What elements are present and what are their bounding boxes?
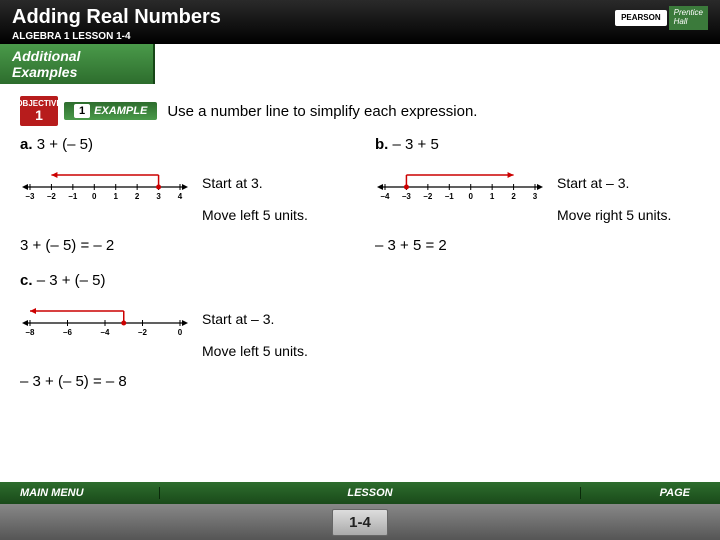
svg-text:–2: –2 (423, 192, 432, 201)
svg-text:3: 3 (533, 192, 538, 201)
svg-text:–1: –1 (68, 192, 77, 201)
svg-text:4: 4 (178, 192, 183, 201)
svg-text:0: 0 (178, 328, 183, 337)
footer: MAIN MENU LESSON PAGE 1-4 (0, 482, 720, 540)
svg-text:3: 3 (156, 192, 161, 201)
svg-text:–2: –2 (47, 192, 56, 201)
numberline-a: –3 –2 –1 0 1 2 3 4 (20, 165, 190, 201)
example-badge: 1EXAMPLE (64, 102, 157, 120)
step-b1: Start at – 3. (557, 175, 629, 191)
step-b2: Move right 5 units. (557, 207, 671, 223)
svg-text:0: 0 (468, 192, 473, 201)
problem-b: b. – 3 + 5 –4–3–2–10123 Start at – 3. Mo… (375, 136, 700, 254)
header: Adding Real Numbers ALGEBRA 1 LESSON 1-4… (0, 0, 720, 44)
svg-text:–4: –4 (101, 328, 110, 337)
svg-text:–2: –2 (138, 328, 147, 337)
svg-text:–8: –8 (26, 328, 35, 337)
answer-a: 3 + (– 5) = – 2 (20, 237, 345, 254)
answer-c: – 3 + (– 5) = – 8 (20, 373, 700, 390)
svg-text:–1: –1 (445, 192, 454, 201)
page-button[interactable]: PAGE (580, 487, 720, 499)
svg-text:0: 0 (92, 192, 97, 201)
svg-text:2: 2 (511, 192, 516, 201)
svg-text:–3: –3 (26, 192, 35, 201)
objective-badge: OBJECTIVE 1 (20, 96, 58, 126)
problem-a: a. 3 + (– 5) –3–2–101234 Start at 3. Mov… (20, 136, 345, 254)
content: OBJECTIVE 1 1EXAMPLE Use a number line t… (0, 84, 720, 504)
svg-text:–6: –6 (63, 328, 72, 337)
step-c1: Start at – 3. (202, 311, 274, 327)
numberline-b: –4 –3 –2 –1 0 1 2 3 (375, 165, 545, 201)
svg-text:–4: –4 (381, 192, 390, 201)
lesson-subtitle: ALGEBRA 1 LESSON 1-4 (12, 31, 221, 42)
svg-text:–3: –3 (402, 192, 411, 201)
step-a1: Start at 3. (202, 175, 263, 191)
pearson-label: PEARSON (615, 10, 667, 26)
problem-c: c. – 3 + (– 5) –8–6–4–20 Start at – 3. M… (20, 272, 700, 390)
instruction-text: Use a number line to simplify each expre… (167, 103, 477, 120)
answer-b: – 3 + 5 = 2 (375, 237, 700, 254)
main-menu-button[interactable]: MAIN MENU (0, 487, 160, 499)
publisher-logo: PEARSON Prentice Hall (615, 6, 708, 30)
lesson-button[interactable]: LESSON (160, 487, 580, 499)
step-a2: Move left 5 units. (202, 207, 308, 223)
svg-text:1: 1 (490, 192, 495, 201)
prentice-label: Prentice Hall (669, 6, 708, 30)
additional-examples-bar: Additional Examples (0, 44, 155, 84)
page-number: 1-4 (332, 509, 388, 536)
svg-text:1: 1 (113, 192, 118, 201)
page-title: Adding Real Numbers (12, 6, 221, 29)
numberline-c: –8 –6 –4 –2 0 (20, 301, 190, 337)
step-c2: Move left 5 units. (202, 343, 308, 359)
svg-text:2: 2 (135, 192, 140, 201)
